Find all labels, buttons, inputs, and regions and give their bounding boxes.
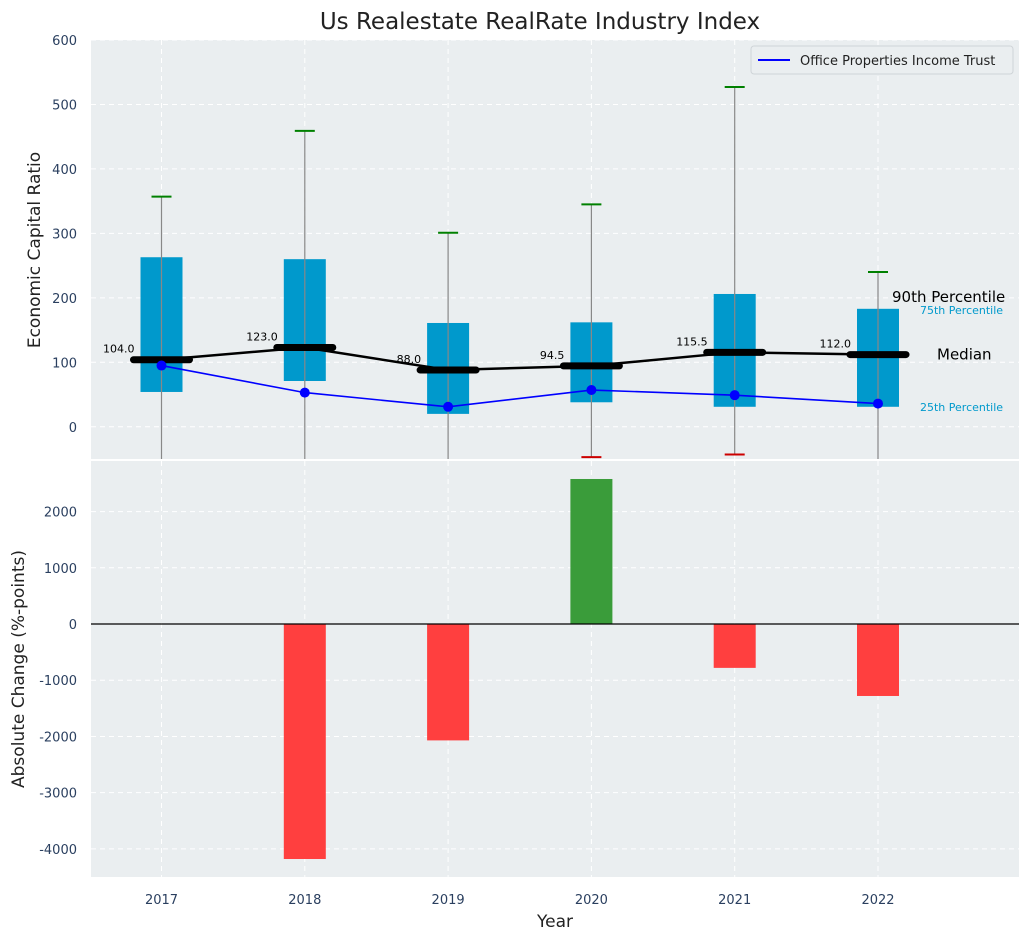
top-y-axis-title: Economic Capital Ratio <box>25 152 45 348</box>
bottom-y-tick-label: 2000 <box>44 506 77 521</box>
change-bar-2021 <box>713 624 756 668</box>
annotation-p25: 25th Percentile <box>920 401 1003 414</box>
legend-label: Office Properties Income Trust <box>800 54 995 69</box>
top-y-tick-label: 0 <box>69 421 77 436</box>
x-axis-title: Year <box>536 912 573 932</box>
bottom-y-tick-label: -1000 <box>39 674 77 689</box>
x-tick-label-2017: 2017 <box>145 893 178 908</box>
company-series-point <box>729 390 740 401</box>
top-y-tick-label: 100 <box>52 356 77 371</box>
bottom-y-tick-label: 0 <box>69 618 77 633</box>
median-value-label: 104.0 <box>103 343 135 356</box>
company-series-point <box>873 398 883 409</box>
x-tick-label-2021: 2021 <box>718 893 751 908</box>
median-value-label: 94.5 <box>540 349 565 362</box>
change-bar-2019 <box>427 624 470 741</box>
bottom-y-tick-label: 1000 <box>44 562 77 577</box>
top-y-tick-label: 300 <box>52 227 77 242</box>
company-series-point <box>586 385 597 396</box>
bottom-y-axis-title: Absolute Change (%-points) <box>9 550 29 788</box>
top-y-tick-label: 600 <box>52 34 77 49</box>
company-series-line <box>161 364 879 408</box>
bottom-y-tick-label: -2000 <box>39 730 77 745</box>
median-value-label: 112.0 <box>820 338 852 351</box>
median-value-label: 123.0 <box>246 330 278 343</box>
top-y-tick-label: 400 <box>52 163 77 178</box>
x-tick-label-2018: 2018 <box>288 893 321 908</box>
company-series-point <box>156 360 167 371</box>
top-chart-marks: 104.0 123.0 88.0 94.5 115.5 112.0 <box>103 86 910 461</box>
company-series-point <box>443 401 454 412</box>
median-value-label: 115.5 <box>676 335 708 348</box>
median-value-label: 88.0 <box>397 353 422 366</box>
x-tick-label-2020: 2020 <box>575 893 608 908</box>
annotation-median: Median <box>937 346 992 364</box>
change-bar-2020 <box>570 478 613 625</box>
change-bar-2018 <box>283 624 326 860</box>
top-y-tick-label: 500 <box>52 98 77 113</box>
x-tick-label-2022: 2022 <box>861 893 894 908</box>
annotation-p90: 90th Percentile <box>892 288 1005 306</box>
bottom-y-tick-label: -3000 <box>39 787 77 802</box>
change-bar-2022 <box>857 624 899 696</box>
top-y-tick-label: 200 <box>52 292 77 307</box>
bottom-y-tick-label: -4000 <box>39 843 77 858</box>
company-series-point <box>299 387 310 398</box>
x-tick-label-2019: 2019 <box>432 893 465 908</box>
legend-box <box>750 45 1014 75</box>
annotation-p75: 75th Percentile <box>920 304 1003 317</box>
chart-title: Us Realestate RealRate Industry Index <box>320 9 760 35</box>
